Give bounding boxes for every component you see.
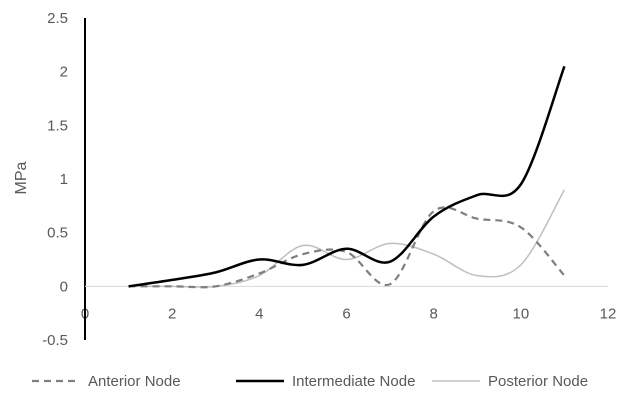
x-tick-label: 10 (512, 305, 529, 322)
series-layer (128, 65, 566, 289)
x-tick-label: 4 (255, 305, 263, 322)
series-line-intermediate-node (128, 65, 566, 288)
series-line-posterior-node (128, 189, 566, 288)
legend: Anterior Node Intermediate Node Posterior … (32, 373, 588, 390)
x-tick-labels: 024681012 (81, 305, 617, 322)
y-tick-label: 2.5 (47, 10, 68, 27)
legend-label: Anterior Node (88, 373, 181, 390)
y-tick-label: -0.5 (42, 332, 68, 349)
x-tick-label: 6 (342, 305, 350, 322)
y-axis-title: MPa (13, 161, 30, 194)
series-line-anterior-node (128, 206, 566, 289)
y-tick-label: 1 (60, 171, 68, 188)
legend-label: Posterior Node (488, 373, 588, 390)
x-tick-label: 8 (429, 305, 437, 322)
y-tick-label: 1.5 (47, 117, 68, 134)
x-tick-label: 2 (168, 305, 176, 322)
y-tick-label: 0 (60, 278, 68, 295)
y-tick-label: 2 (60, 64, 68, 81)
legend-label: Intermediate Node (292, 373, 415, 390)
x-tick-label: 12 (600, 305, 617, 322)
y-tick-label: 0.5 (47, 225, 68, 242)
y-tick-labels: -0.5 0 0.5 1 1.5 2 2.5 (42, 10, 68, 349)
